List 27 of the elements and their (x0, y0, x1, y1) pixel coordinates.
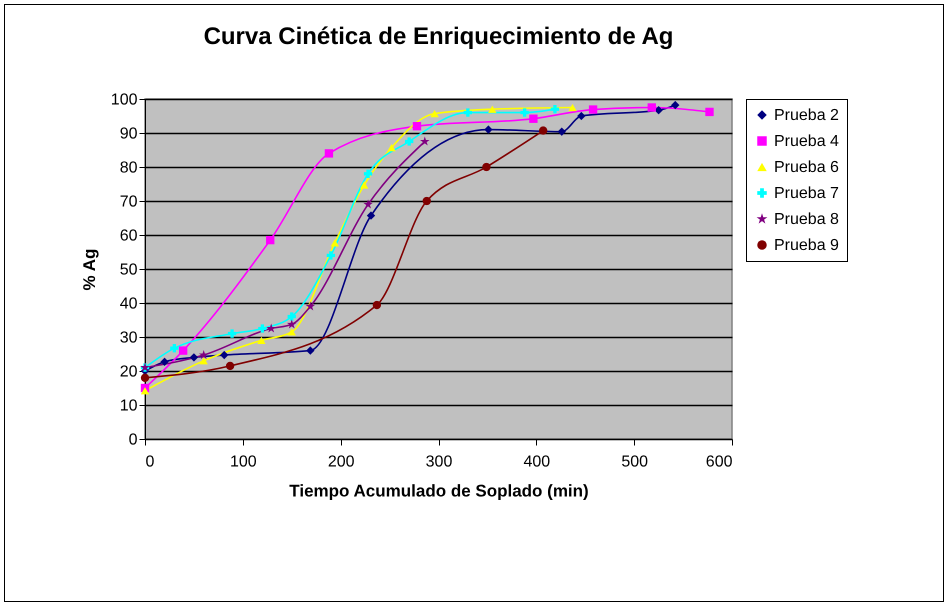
chart-title: Curva Cinética de Enriquecimiento de Ag (204, 23, 674, 50)
y-tick-label: 70 (120, 194, 138, 210)
x-tick-label: 400 (523, 454, 550, 470)
y-tick-label: 90 (120, 126, 138, 142)
y-tick-label: 0 (128, 432, 138, 448)
y-tick-label: 100 (110, 92, 138, 108)
y-tick-label: 30 (120, 330, 138, 346)
y-tick-label: 80 (120, 160, 138, 176)
y-tick-label: 50 (120, 262, 138, 278)
x-tick-label: 200 (328, 454, 355, 470)
y-tick-label: 60 (120, 228, 138, 244)
legend-label: Prueba 6 (774, 159, 840, 176)
y-tick-label: 40 (120, 296, 138, 312)
legend-label: Prueba 2 (774, 107, 840, 124)
x-tick-label: 100 (230, 454, 257, 470)
x-axis-title: Tiempo Acumulado de Soplado (min) (289, 482, 589, 500)
legend-label: Prueba 4 (774, 133, 840, 150)
x-tick-label: 0 (146, 454, 154, 470)
y-tick-label: 10 (120, 398, 138, 414)
x-tick-label: 300 (426, 454, 452, 470)
legend-label: Prueba 9 (774, 237, 840, 254)
x-tick-label: 500 (621, 454, 648, 470)
legend-label: Prueba 7 (774, 185, 840, 202)
y-tick-label: 20 (120, 364, 138, 380)
legend-label: Prueba 8 (774, 211, 840, 228)
y-axis-title: % Ag (80, 248, 99, 290)
x-tick-label: 600 (706, 454, 733, 470)
